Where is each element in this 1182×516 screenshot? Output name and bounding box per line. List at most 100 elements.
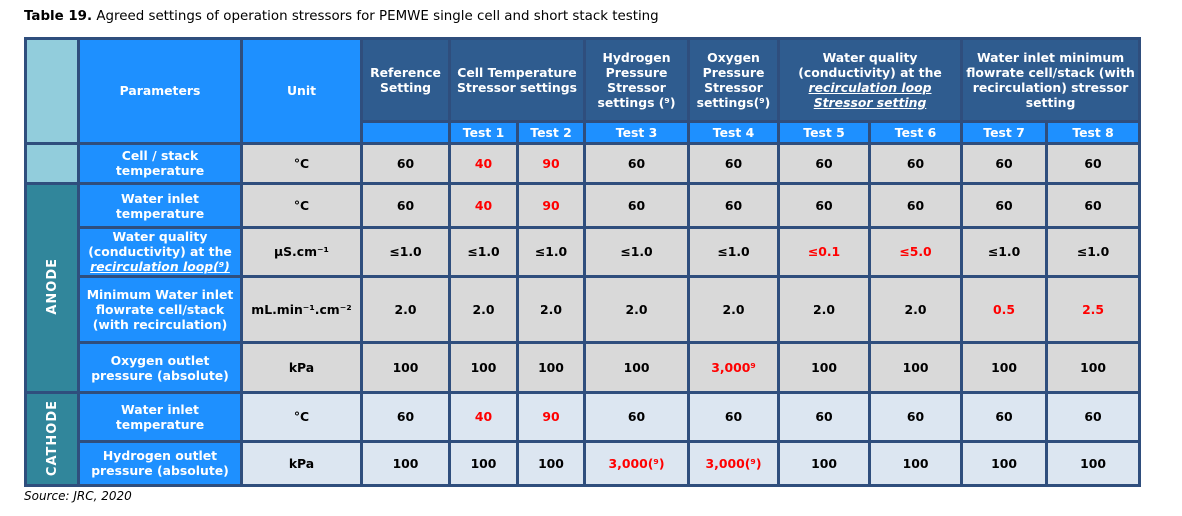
cell-value: 2.5 xyxy=(1045,274,1142,345)
cell-value: 2.0 xyxy=(583,274,691,345)
header-test-6: Test 6 xyxy=(868,119,964,145)
cell-value: 100 xyxy=(868,439,964,488)
header-water-quality-c: Stressor setting xyxy=(813,94,927,110)
cell-value: 2.0 xyxy=(687,274,781,345)
cell-value: 100 xyxy=(960,340,1049,395)
section-anode-label: ANODE xyxy=(44,258,60,315)
cell-value: ≤1.0 xyxy=(515,226,587,278)
cell-value: ≤1.0 xyxy=(448,226,519,278)
cell-value: ≤1.0 xyxy=(687,226,781,278)
cell-value: 2.0 xyxy=(515,274,587,345)
cell-value: 3,000(⁹) xyxy=(583,439,691,488)
cell-value: 40 xyxy=(448,391,519,443)
cell-value: 100 xyxy=(960,439,1049,488)
row-unit: °C xyxy=(240,391,363,443)
row-param: Cell / stack temperature xyxy=(77,141,243,185)
cell-value: 60 xyxy=(360,141,451,185)
row-unit: °C xyxy=(240,181,363,230)
row-unit: kPa xyxy=(240,439,363,488)
cell-value: 100 xyxy=(868,340,964,395)
row-unit: mL.min⁻¹.cm⁻² xyxy=(240,274,363,345)
cell-value: 60 xyxy=(777,181,872,230)
cell-value: ≤1.0 xyxy=(960,226,1049,278)
cell-value: 60 xyxy=(583,181,691,230)
cell-value: 60 xyxy=(960,181,1049,230)
cell-value: 60 xyxy=(868,141,964,185)
cell-value: 100 xyxy=(360,340,451,395)
cell-value: 60 xyxy=(777,141,872,185)
cell-value: 60 xyxy=(868,181,964,230)
cell-value: 0.5 xyxy=(960,274,1049,345)
cell-value: 60 xyxy=(583,391,691,443)
section-cathode-label: CATHODE xyxy=(44,399,60,476)
caption-label: Table 19. xyxy=(24,9,93,24)
cell-value: 100 xyxy=(360,439,451,488)
header-water-quality-b: recirculation loop xyxy=(808,79,932,95)
header-water-flowrate: Water inlet minimum flowrate cell/stack … xyxy=(960,37,1142,123)
cell-value: 90 xyxy=(515,391,587,443)
cell-value: 60 xyxy=(868,391,964,443)
section-anode: ANODE xyxy=(24,181,80,395)
row-param-a: Water quality (conductivity) at the xyxy=(88,229,232,260)
cell-value: ≤0.1 xyxy=(777,226,872,278)
header-test-1: Test 1 xyxy=(448,119,519,145)
cell-value: 90 xyxy=(515,181,587,230)
cell-value: 90 xyxy=(515,141,587,185)
row-unit: kPa xyxy=(240,340,363,395)
cell-value: 100 xyxy=(448,439,519,488)
header-water-quality-a: Water quality (conductivity) at the xyxy=(798,49,942,80)
cell-value: 60 xyxy=(960,391,1049,443)
table-caption: Table 19. Agreed settings of operation s… xyxy=(24,9,659,24)
cell-value: 60 xyxy=(687,181,781,230)
cell-value: ≤1.0 xyxy=(360,226,451,278)
cell-value: 100 xyxy=(515,439,587,488)
cell-value: 100 xyxy=(777,439,872,488)
cell-value: 60 xyxy=(687,141,781,185)
cell-value: ≤1.0 xyxy=(583,226,691,278)
cell-value: 60 xyxy=(1045,391,1142,443)
header-hydrogen-pressure: Hydrogen Pressure Stressor settings (⁹) xyxy=(583,37,691,123)
caption-text: Agreed settings of operation stressors f… xyxy=(96,9,659,24)
row-param: Minimum Water inlet flowrate cell/stack … xyxy=(77,274,243,345)
cell-value: 100 xyxy=(448,340,519,395)
cell-value: 60 xyxy=(687,391,781,443)
cell-value: 2.0 xyxy=(868,274,964,345)
row-param: Oxygen outlet pressure (absolute) xyxy=(77,340,243,395)
header-cell-temperature: Cell Temperature Stressor settings xyxy=(447,37,587,123)
header-oxygen-pressure: Oxygen Pressure Stressor settings(⁹) xyxy=(687,37,781,123)
cell-value: 40 xyxy=(448,141,519,185)
cell-value: 3,000⁹ xyxy=(687,340,781,395)
header-unit: Unit xyxy=(240,37,363,145)
header-water-quality: Water quality (conductivity) at the recir… xyxy=(777,37,964,123)
cell-value: 100 xyxy=(583,340,691,395)
cell-value: 3,000(⁹) xyxy=(687,439,781,488)
row-param-b: recirculation loop(⁹) xyxy=(90,259,230,275)
cell-value: 60 xyxy=(360,391,451,443)
stressor-table: Parameters Unit Reference Setting Cell T… xyxy=(24,37,1142,488)
cell-value: 60 xyxy=(360,181,451,230)
source-note: Source: JRC, 2020 xyxy=(24,489,132,503)
header-test-8: Test 8 xyxy=(1045,119,1142,145)
header-test-2: Test 2 xyxy=(515,119,587,145)
cell-value: 100 xyxy=(1045,439,1142,488)
cell-value: 100 xyxy=(515,340,587,395)
header-test-7: Test 7 xyxy=(960,119,1049,145)
row-param-water-quality: Water quality (conductivity) at the recir… xyxy=(77,226,243,278)
cell-value: 60 xyxy=(777,391,872,443)
row-param: Hydrogen outlet pressure (absolute) xyxy=(77,439,243,488)
cell-value: ≤1.0 xyxy=(1045,226,1142,278)
cell-value: 60 xyxy=(583,141,691,185)
row-unit: °C xyxy=(240,141,363,185)
cell-value: 60 xyxy=(960,141,1049,185)
row-param: Water inlet temperature xyxy=(77,181,243,230)
cell-value: 2.0 xyxy=(448,274,519,345)
row-unit: µS.cm⁻¹ xyxy=(240,226,363,278)
cell-value: 40 xyxy=(448,181,519,230)
cell-value: 60 xyxy=(1045,141,1142,185)
header-reference-test xyxy=(360,119,451,145)
section-cathode: CATHODE xyxy=(24,391,80,487)
cell-value: 100 xyxy=(1045,340,1142,395)
header-parameters: Parameters xyxy=(77,37,243,145)
corner-cell xyxy=(24,37,80,145)
cell-value: 60 xyxy=(1045,181,1142,230)
